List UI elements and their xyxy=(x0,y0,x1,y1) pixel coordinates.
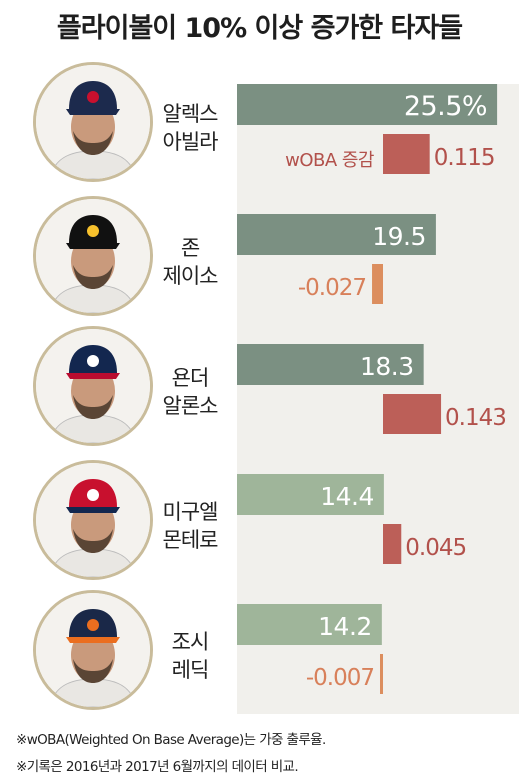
woba-value-label: 0.045 xyxy=(405,535,466,561)
flyball-bar xyxy=(237,474,384,515)
player-name-line1: 알렉스 xyxy=(162,102,219,126)
player-name-line2: 몬테로 xyxy=(162,528,219,552)
twins-cap-icon xyxy=(36,65,150,179)
player-photo xyxy=(33,460,153,580)
chart-title: 플라이볼이 10% 이상 증가한 타자들 xyxy=(56,13,463,44)
braves-cap-icon xyxy=(36,329,150,443)
player-photo xyxy=(33,326,153,446)
woba-value-label: 0.143 xyxy=(445,405,506,431)
flyball-bar xyxy=(237,214,436,255)
woba-value-label: -0.027 xyxy=(298,275,366,301)
woba-value-label: 0.115 xyxy=(434,145,495,171)
pirates-cap-icon xyxy=(36,199,150,313)
footnote-woba: ※wOBA(Weighted On Base Average)는 가중 출루율. xyxy=(16,732,326,748)
player-name-line1: 존 xyxy=(180,236,200,260)
woba-bar xyxy=(383,394,442,434)
flyball-value-label: 19.5 xyxy=(372,222,426,251)
astros-cap-icon xyxy=(36,593,150,707)
player-name-line1: 미구엘 xyxy=(162,500,219,524)
flyball-value-label: 14.4 xyxy=(320,482,374,511)
player-name-line2: 제이소 xyxy=(162,264,219,288)
woba-legend-label: wOBA 증감 xyxy=(285,150,374,171)
player-photo xyxy=(33,196,153,316)
woba-bar xyxy=(372,264,383,304)
woba-bar xyxy=(383,134,430,174)
player-name-line1: 욘더 xyxy=(171,366,210,390)
flyball-bar xyxy=(237,604,382,645)
woba-bar xyxy=(383,524,402,564)
flyball-value-label: 18.3 xyxy=(360,352,414,381)
flyball-value-label: 25.5% xyxy=(404,91,487,122)
flyball-bar xyxy=(237,344,424,385)
woba-bar xyxy=(380,654,383,694)
flyball-bar xyxy=(237,84,498,125)
flyball-value-label: 14.2 xyxy=(318,612,372,641)
woba-value-label: -0.007 xyxy=(306,665,374,691)
player-name-line2: 레딕 xyxy=(171,658,210,682)
player-name-line2: 아빌라 xyxy=(162,130,219,154)
player-photo xyxy=(33,62,153,182)
player-name-line2: 알론소 xyxy=(162,394,219,418)
nationals-cap-icon xyxy=(36,463,150,577)
footnote-period: ※기록은 2016년과 2017년 6월까지의 데이터 비교. xyxy=(16,759,299,775)
player-photo xyxy=(33,590,153,710)
player-name-line1: 조시 xyxy=(171,630,210,654)
